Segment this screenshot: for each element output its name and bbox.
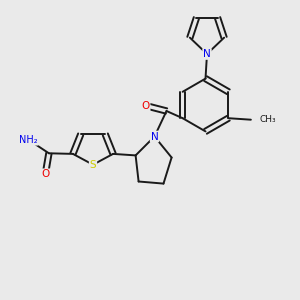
Text: O: O	[41, 169, 50, 179]
Text: CH₃: CH₃	[259, 115, 276, 124]
Text: NH₂: NH₂	[19, 135, 38, 145]
Text: S: S	[90, 160, 96, 170]
Text: O: O	[141, 100, 150, 111]
Text: N: N	[151, 131, 158, 142]
Text: N: N	[203, 49, 211, 59]
